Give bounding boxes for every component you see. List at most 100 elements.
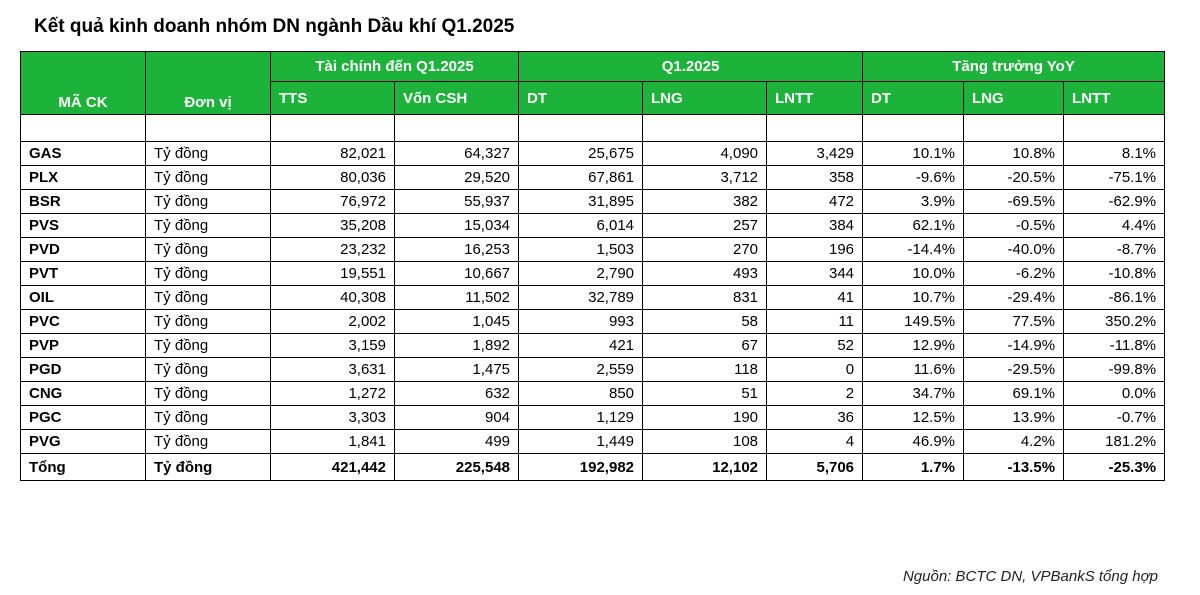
lng-cell: 493 [642,261,768,286]
von-csh-cell: 55,937 [393,189,520,214]
lntt-cell: 11 [766,309,864,334]
lng-yoy-cell: -13.5% [963,453,1065,481]
tts-cell: 1,841 [270,429,395,454]
lng-cell: 51 [642,381,768,406]
lng-cell: 270 [642,237,768,262]
lng-cell: 831 [642,285,768,310]
lntt-yoy-cell: 0.0% [1063,381,1166,406]
lntt-cell: 41 [766,285,864,310]
lng-yoy-cell: -20.5% [963,165,1065,190]
lng-yoy-cell: -29.4% [963,285,1065,310]
header-dt-yoy: DT [862,81,965,115]
dt-yoy-cell: 12.5% [862,405,965,430]
tts-cell: 23,232 [270,237,395,262]
dt-cell: 32,789 [518,285,644,310]
unit-cell: Tỷ đồng [145,333,271,358]
unit-cell: Tỷ đồng [145,141,271,166]
table-row: PVP Tỷ đồng 3,159 1,892 421 67 52 12.9% -14.9% -1… [20,333,1166,358]
lng-yoy-cell: 13.9% [963,405,1065,430]
unit-cell: Tỷ đồng [145,405,271,430]
lntt-yoy-cell: -86.1% [1063,285,1166,310]
dt-cell: 850 [518,381,644,406]
dt-yoy-cell: 62.1% [862,213,965,238]
von-csh-cell: 1,892 [393,333,520,358]
ticker-cell: PVS [20,213,146,238]
lng-yoy-cell: 4.2% [963,429,1065,454]
dt-yoy-cell: 34.7% [862,381,965,406]
header-tts: TTS [270,81,395,115]
lng-cell: 108 [642,429,768,454]
von-csh-cell: 225,548 [393,453,520,481]
ticker-cell: PVG [20,429,146,454]
dt-cell: 1,129 [518,405,644,430]
lntt-cell: 384 [766,213,864,238]
table-row: PVG Tỷ đồng 1,841 499 1,449 108 4 46.9% 4.2% 181.… [20,429,1166,454]
dt-cell: 2,559 [518,357,644,382]
source-note: Nguồn: BCTC DN, VPBankS tổng hợp [902,568,1158,585]
von-csh-cell: 1,045 [393,309,520,334]
tts-cell: 1,272 [270,381,395,406]
lntt-cell: 3,429 [766,141,864,166]
unit-cell: Tỷ đồng [145,429,271,454]
unit-cell: Tỷ đồng [145,189,271,214]
lng-yoy-cell: 69.1% [963,381,1065,406]
lntt-yoy-cell: 350.2% [1063,309,1166,334]
von-csh-cell: 10,667 [393,261,520,286]
results-table: MÃ CK Đơn vị Tài chính đến Q1.2025 Q1.20… [20,51,1166,481]
header-lntt: LNTT [766,81,864,115]
lng-yoy-cell: -0.5% [963,213,1065,238]
ticker-cell: BSR [20,189,146,214]
dt-yoy-cell: -14.4% [862,237,965,262]
von-csh-cell: 11,502 [393,285,520,310]
table-row: OIL Tỷ đồng 40,308 11,502 32,789 831 41 10.7% -2… [20,285,1166,310]
unit-cell: Tỷ đồng [145,261,271,286]
lntt-yoy-cell: -8.7% [1063,237,1166,262]
von-csh-cell: 15,034 [393,213,520,238]
von-csh-cell: 499 [393,429,520,454]
ticker-cell: PGD [20,357,146,382]
lntt-cell: 472 [766,189,864,214]
dt-yoy-cell: 10.1% [862,141,965,166]
von-csh-cell: 64,327 [393,141,520,166]
ticker-cell: Tổng [20,453,146,481]
lng-yoy-cell: -29.5% [963,357,1065,382]
lntt-yoy-cell: -11.8% [1063,333,1166,358]
tts-cell: 76,972 [270,189,395,214]
lng-cell: 190 [642,405,768,430]
dt-cell: 1,449 [518,429,644,454]
lntt-cell: 2 [766,381,864,406]
header-row-groups: MÃ CK Đơn vị Tài chính đến Q1.2025 Q1.20… [20,51,1166,115]
lng-cell: 67 [642,333,768,358]
tts-cell: 82,021 [270,141,395,166]
lntt-cell: 4 [766,429,864,454]
lntt-cell: 358 [766,165,864,190]
dt-cell: 2,790 [518,261,644,286]
table-row: PLX Tỷ đồng 80,036 29,520 67,861 3,712 358 -9.6… [20,165,1166,190]
von-csh-cell: 16,253 [393,237,520,262]
von-csh-cell: 1,475 [393,357,520,382]
lntt-yoy-cell: -25.3% [1063,453,1166,481]
header-don-vi: Đơn vị [145,51,271,115]
unit-cell: Tỷ đồng [145,453,271,481]
lng-yoy-cell: -69.5% [963,189,1065,214]
unit-cell: Tỷ đồng [145,165,271,190]
table-row: BSR Tỷ đồng 76,972 55,937 31,895 382 472 3.9% -6… [20,189,1166,214]
dt-cell: 6,014 [518,213,644,238]
dt-yoy-cell: 11.6% [862,357,965,382]
dt-cell: 31,895 [518,189,644,214]
table-row: GAS Tỷ đồng 82,021 64,327 25,675 4,090 3,429 10… [20,141,1166,166]
ticker-cell: CNG [20,381,146,406]
lntt-yoy-cell: 8.1% [1063,141,1166,166]
lntt-yoy-cell: 181.2% [1063,429,1166,454]
table-row: CNG Tỷ đồng 1,272 632 850 51 2 34.7% 69.1% 0.0% [20,381,1166,406]
lntt-yoy-cell: -62.9% [1063,189,1166,214]
dt-yoy-cell: 12.9% [862,333,965,358]
dt-yoy-cell: 46.9% [862,429,965,454]
tts-cell: 3,631 [270,357,395,382]
unit-cell: Tỷ đồng [145,285,271,310]
header-von-csh: Vốn CSH [393,81,520,115]
header-group-taichinh: Tài chính đến Q1.2025 [269,51,520,82]
lntt-yoy-cell: -99.8% [1063,357,1166,382]
dt-cell: 1,503 [518,237,644,262]
header-lng: LNG [642,81,768,115]
